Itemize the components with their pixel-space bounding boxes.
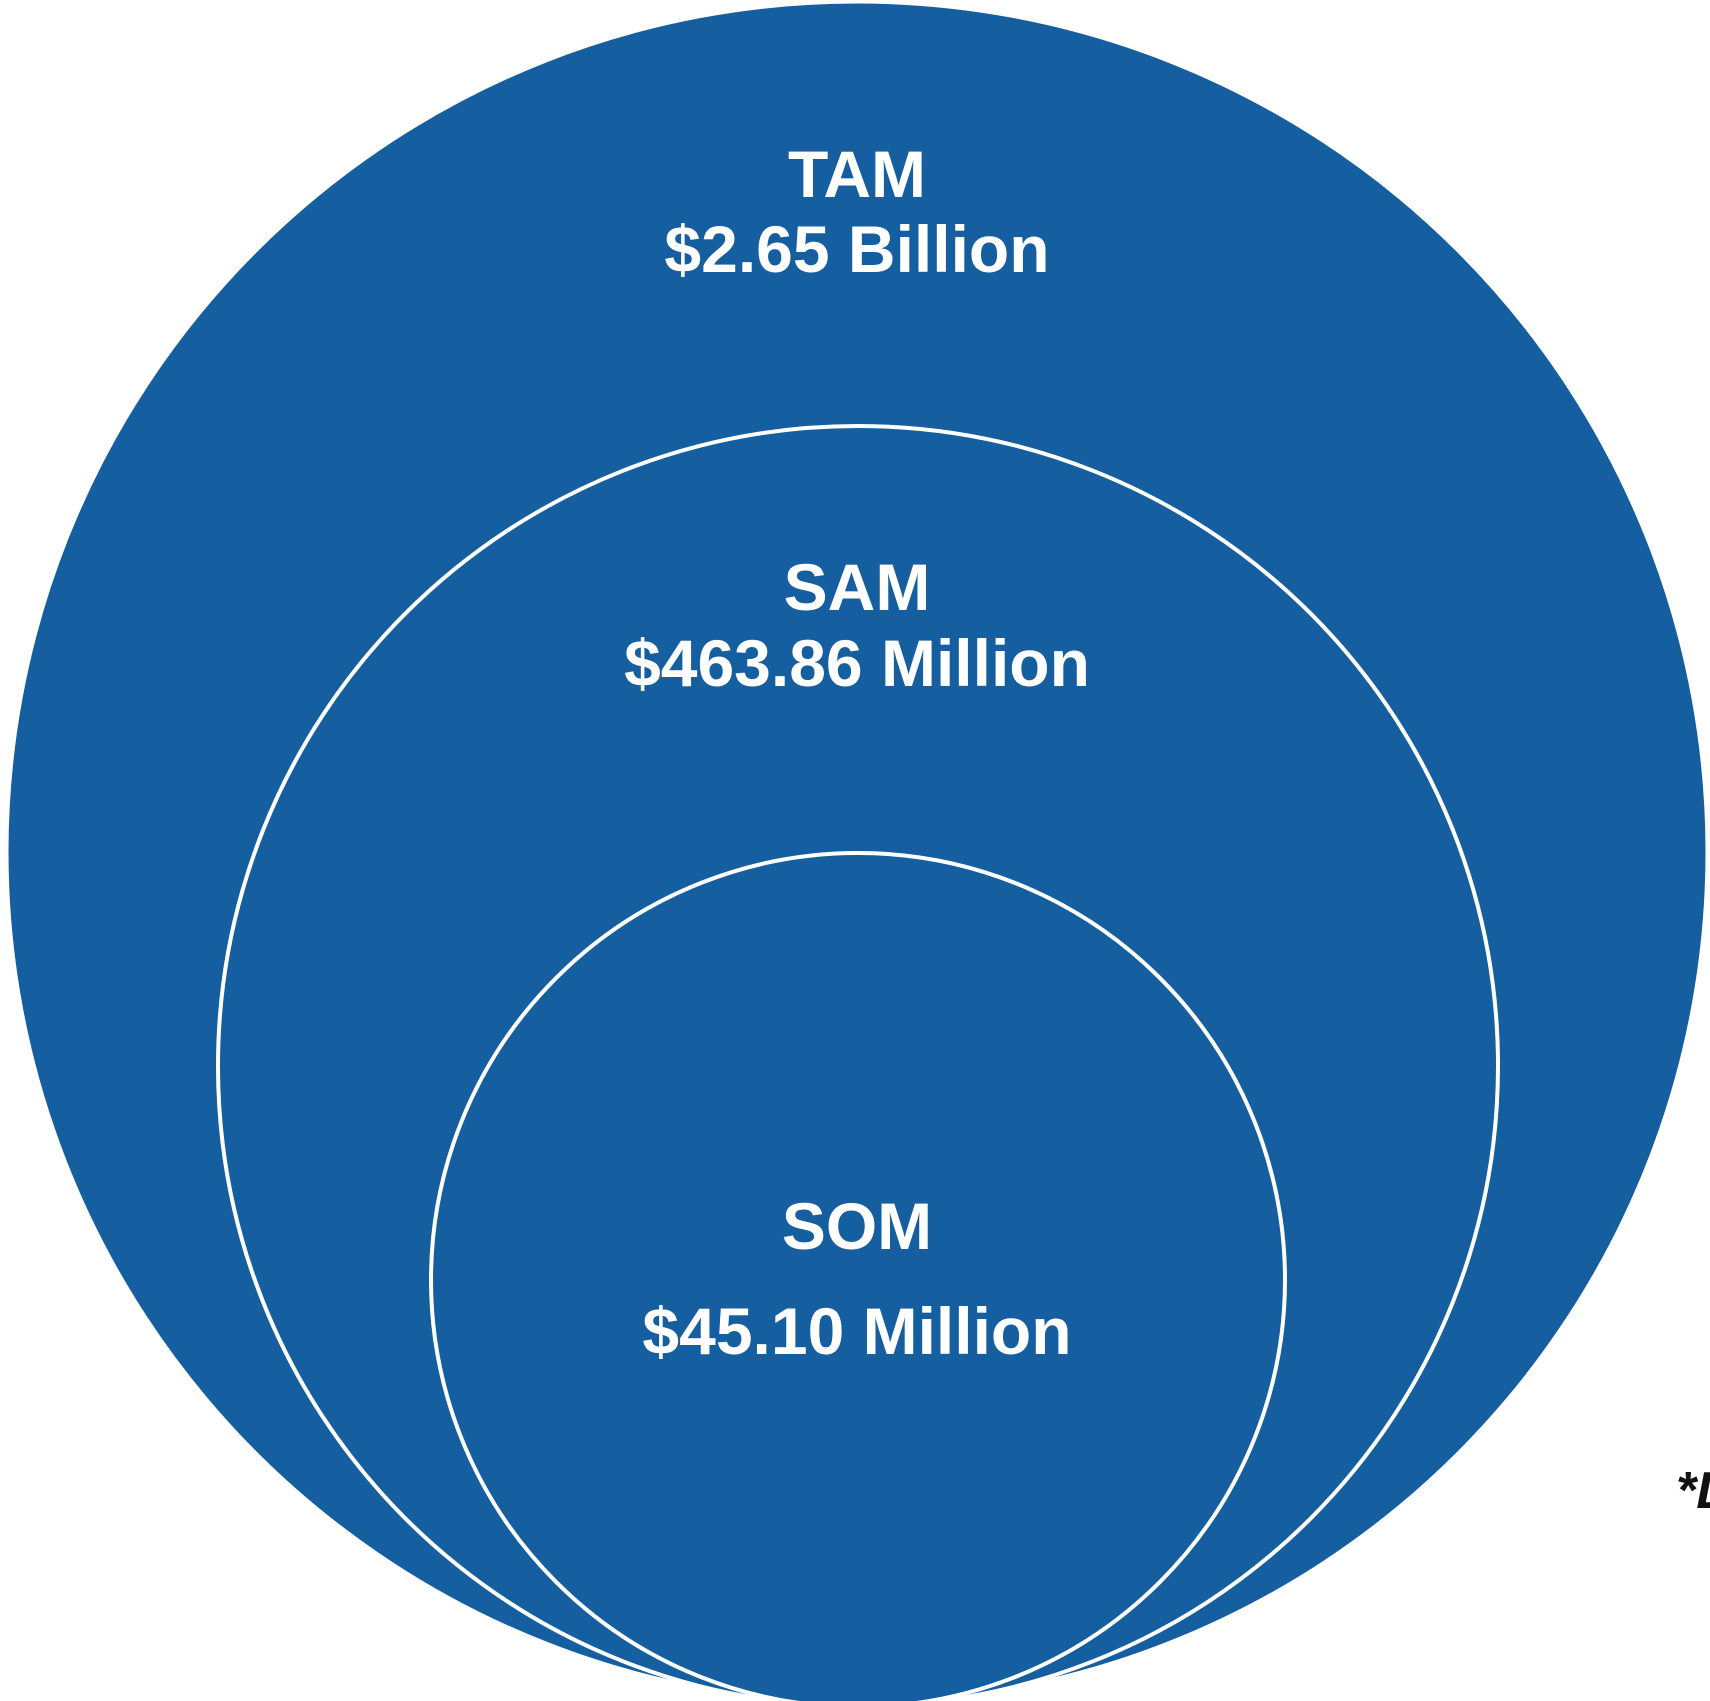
som-label: SOM (782, 1189, 932, 1263)
tam-label: TAM (788, 137, 926, 211)
footnote-text: *L (1676, 1462, 1710, 1520)
tam-value: $2.65 Billion (664, 212, 1049, 286)
sam-value: $463.86 Million (624, 626, 1090, 700)
sam-label: SAM (784, 550, 931, 624)
som-value: $45.10 Million (642, 1294, 1071, 1368)
som-circle (429, 851, 1287, 1701)
